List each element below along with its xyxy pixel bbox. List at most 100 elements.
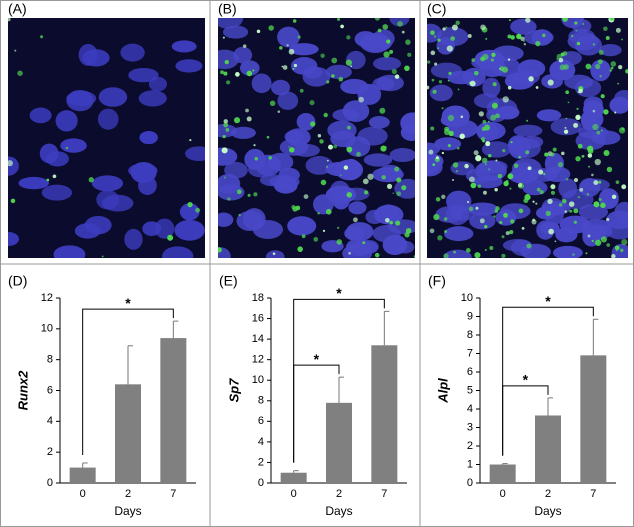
nucleus <box>373 56 402 71</box>
green-signal <box>594 158 601 166</box>
green-signal <box>268 25 274 31</box>
green-signal <box>561 198 567 204</box>
green-signal <box>336 239 343 245</box>
green-signal <box>455 169 459 173</box>
green-signal <box>548 228 554 235</box>
nucleus <box>74 223 101 239</box>
green-signal <box>526 243 532 249</box>
green-signal <box>245 108 249 113</box>
nucleus <box>233 46 253 64</box>
green-signal <box>445 26 448 29</box>
green-signal <box>348 252 351 255</box>
green-signal <box>550 152 555 157</box>
nucleus <box>230 126 256 139</box>
nucleus <box>389 148 415 163</box>
green-signal <box>598 180 602 184</box>
nucleus <box>531 29 553 46</box>
significance-star: * <box>336 285 342 301</box>
green-signal <box>572 253 575 256</box>
green-signal <box>465 248 471 253</box>
green-signal <box>520 36 525 41</box>
nucleus <box>444 226 474 242</box>
green-signal <box>474 252 481 258</box>
green-signal <box>448 71 452 76</box>
green-signal <box>430 50 436 56</box>
green-signal <box>554 240 557 243</box>
green-signal <box>575 156 581 162</box>
green-signal <box>222 134 226 139</box>
nucleus <box>171 40 197 53</box>
y-tick-label: 4 <box>47 415 53 427</box>
green-signal <box>526 119 529 122</box>
nucleus <box>443 249 472 258</box>
green-signal <box>394 74 400 79</box>
green-signal <box>579 187 584 192</box>
green-signal <box>433 214 440 221</box>
green-signal <box>591 239 594 243</box>
y-tick-label: 10 <box>252 374 264 386</box>
nucleus <box>39 143 59 164</box>
green-signal <box>293 63 298 68</box>
green-signal <box>523 198 529 204</box>
green-signal <box>509 230 514 235</box>
green-signal <box>497 173 503 179</box>
green-signal <box>457 88 460 91</box>
green-signal <box>288 145 290 148</box>
nucleus <box>559 215 591 234</box>
y-axis-label: Sp7 <box>226 378 241 403</box>
green-signal <box>404 232 410 238</box>
green-signal <box>338 76 344 82</box>
green-signal <box>611 254 616 258</box>
green-signal <box>447 114 455 122</box>
nucleus <box>561 189 594 210</box>
nucleus <box>175 59 203 73</box>
x-tick-label: 0 <box>291 488 297 500</box>
green-signal <box>596 130 601 135</box>
nucleus <box>8 231 20 247</box>
green-signal <box>467 201 470 203</box>
nucleus <box>504 72 535 90</box>
significance-bracket <box>502 306 594 456</box>
green-signal <box>560 52 565 57</box>
green-signal <box>379 107 386 114</box>
y-tick-label: 2 <box>467 440 473 452</box>
green-signal <box>331 57 338 64</box>
green-signal <box>395 220 401 226</box>
green-signal <box>475 206 479 210</box>
micrograph <box>218 18 415 258</box>
nucleus <box>354 31 377 48</box>
nucleus <box>292 143 320 157</box>
nucleus <box>289 43 319 56</box>
green-signal <box>323 112 328 118</box>
green-signal <box>456 146 460 150</box>
green-signal <box>577 143 583 149</box>
green-signal <box>292 206 298 212</box>
y-tick-label: 14 <box>252 333 264 345</box>
green-signal <box>317 133 322 138</box>
bar <box>160 338 187 483</box>
green-signal <box>532 200 535 203</box>
green-signal <box>564 210 567 213</box>
green-signal <box>473 70 479 76</box>
green-signal <box>495 159 498 162</box>
green-signal <box>441 194 446 199</box>
green-signal <box>489 245 494 250</box>
green-signal <box>327 159 329 162</box>
nucleus <box>372 77 395 91</box>
x-tick-label: 0 <box>80 488 86 500</box>
green-signal <box>484 163 487 166</box>
green-signal <box>522 39 526 42</box>
nucleus <box>378 204 399 223</box>
green-signal <box>523 43 527 46</box>
green-signal <box>447 143 451 148</box>
green-signal <box>595 239 602 246</box>
bar <box>69 467 96 483</box>
panel-label: (D) <box>8 273 27 289</box>
green-signal <box>600 129 603 132</box>
nucleus <box>329 180 350 202</box>
green-signal <box>485 141 491 147</box>
green-signal <box>488 153 492 158</box>
green-signal <box>542 33 546 38</box>
y-tick-label: 6 <box>47 384 53 396</box>
green-signal <box>587 165 590 168</box>
